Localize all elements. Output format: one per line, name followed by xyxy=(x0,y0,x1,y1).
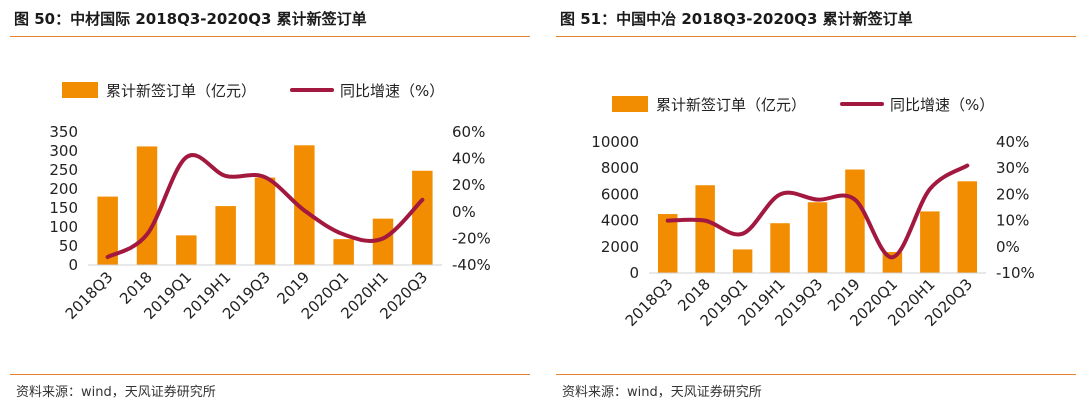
left-axis-tick-label: 50 xyxy=(59,237,78,255)
left-axis-tick-label: 10000 xyxy=(591,133,639,151)
bar-2020Q1 xyxy=(333,239,354,265)
x-axis-tick-label: 2018Q3 xyxy=(622,275,677,330)
legend-label-bars: 累计新签订单（亿元） xyxy=(656,96,806,114)
source-note: 资料来源：wind，天风证券研究所 xyxy=(562,385,762,400)
left-axis-tick-label: 0 xyxy=(68,256,78,274)
figure-51-panel: 图 51：中国中冶 2018Q3-2020Q3 累计新签订单 累计新签订单（亿元… xyxy=(556,0,1076,406)
bar-2020H1 xyxy=(920,211,940,273)
right-axis-tick-label: 60% xyxy=(452,123,485,141)
yoy-growth-line xyxy=(665,163,970,260)
bar-2018 xyxy=(136,146,158,265)
bar-2018Q3 xyxy=(657,214,678,273)
bar-2019Q1 xyxy=(732,249,753,273)
right-axis-tick-label: 40% xyxy=(452,150,485,168)
right-axis-tick-label: 0% xyxy=(452,203,476,221)
source-divider xyxy=(10,374,530,375)
left-axis-tick-label: 8000 xyxy=(601,159,639,177)
legend-swatch-bars xyxy=(612,96,648,112)
right-axis-tick-label: -40% xyxy=(452,256,491,274)
bar-2018 xyxy=(695,185,715,273)
bar-2020Q3 xyxy=(957,181,978,273)
figure-title: 图 51：中国中冶 2018Q3-2020Q3 累计新签订单 xyxy=(560,10,913,28)
right-axis-tick-label: 30% xyxy=(996,159,1029,177)
left-axis-tick-label: 300 xyxy=(49,142,78,160)
yoy-growth-line xyxy=(105,153,425,260)
legend-label-line: 同比增速（%） xyxy=(890,96,994,114)
left-axis-tick-label: 200 xyxy=(49,180,78,198)
right-axis-tick-label: 40% xyxy=(996,133,1029,151)
figure-50-panel: 图 50：中材国际 2018Q3-2020Q3 累计新签订单 累计新签订单（亿元… xyxy=(10,0,530,406)
bar-2019 xyxy=(845,169,865,273)
left-axis-tick-label: 4000 xyxy=(601,212,639,230)
left-axis-tick-label: 0 xyxy=(629,264,639,282)
title-divider xyxy=(10,36,530,37)
right-axis-tick-label: 20% xyxy=(996,185,1029,203)
legend-label-line: 同比增速（%） xyxy=(340,82,444,100)
left-axis-tick-label: 6000 xyxy=(601,185,639,203)
source-note: 资料来源：wind，天风证券研究所 xyxy=(16,385,216,400)
left-axis-tick-label: 100 xyxy=(49,218,78,236)
left-axis-tick-label: 150 xyxy=(49,199,78,217)
right-axis-tick-label: -20% xyxy=(452,229,491,247)
legend-swatch-bars xyxy=(62,82,98,98)
combo-chart-orders-51: 累计新签订单（亿元） 同比增速（%） 0 2000 4000 6000 8000 10000 -… xyxy=(591,96,1035,330)
figure-title: 图 50：中材国际 2018Q3-2020Q3 累计新签订单 xyxy=(14,10,367,28)
bar-2020H1 xyxy=(372,218,394,265)
x-axis-tick-label: 2018Q3 xyxy=(62,268,117,323)
bar-2019Q1 xyxy=(176,235,197,265)
left-axis-tick-label: 250 xyxy=(49,161,78,179)
right-axis-tick-label: 10% xyxy=(996,212,1029,230)
source-divider xyxy=(556,374,1076,375)
bar-2019H1 xyxy=(770,223,790,273)
bar-2019Q3 xyxy=(254,177,276,265)
left-axis-tick-label: 2000 xyxy=(601,238,639,256)
bar-2019Q3 xyxy=(807,202,828,273)
bar-2020Q3 xyxy=(412,170,433,265)
bar-2019H1 xyxy=(215,206,236,265)
bar-2018Q3 xyxy=(97,196,118,265)
bar-2019 xyxy=(294,145,315,265)
left-axis-tick-label: 350 xyxy=(49,123,78,141)
right-axis-tick-label: -10% xyxy=(996,264,1035,282)
right-axis-tick-label: 20% xyxy=(452,176,485,194)
legend-label-bars: 累计新签订单（亿元） xyxy=(106,82,256,100)
title-divider xyxy=(556,36,1076,37)
right-axis-tick-label: 0% xyxy=(996,238,1020,256)
